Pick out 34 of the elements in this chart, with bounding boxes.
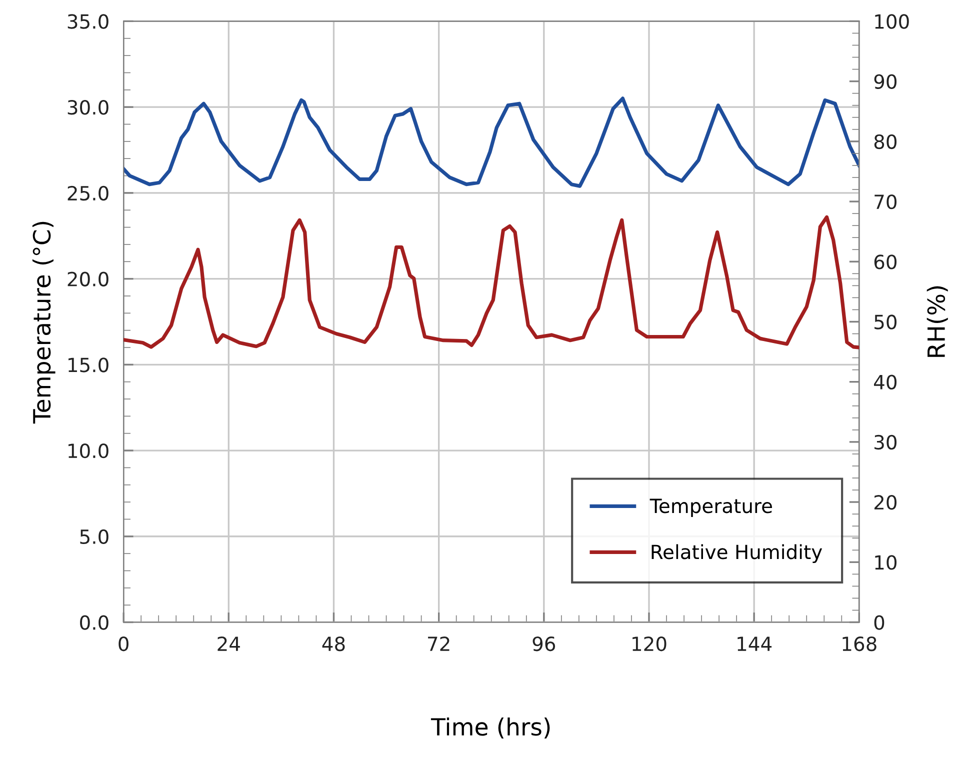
y-tick-label: 25.0 bbox=[68, 186, 108, 201]
x-tick-label: 120 bbox=[632, 636, 666, 652]
y-axis-title: Temperature (°C) bbox=[32, 222, 56, 424]
y2-tick-label: 10 bbox=[875, 555, 896, 570]
y2-tick-label: 0 bbox=[874, 615, 884, 630]
y2-tick-label: 20 bbox=[874, 495, 896, 510]
x-tick-label: 48 bbox=[322, 636, 345, 652]
x-tick-label: 24 bbox=[218, 636, 240, 651]
x-tick-label: 168 bbox=[842, 636, 876, 652]
y2-tick-label: 90 bbox=[874, 74, 896, 89]
x-tick-label: 96 bbox=[532, 636, 556, 652]
y2-tick-label: 60 bbox=[874, 254, 896, 270]
y2-tick-label: 40 bbox=[874, 374, 896, 390]
y-tick-label: 0.0 bbox=[80, 615, 108, 630]
y2-tick-label: 50 bbox=[874, 314, 896, 330]
y2-tick-label: 30 bbox=[874, 434, 896, 450]
x-axis-title: Time (hrs) bbox=[430, 717, 550, 739]
y2-tick-label: 80 bbox=[874, 134, 896, 150]
line-series bbox=[124, 215, 860, 350]
y2-axis-title: RH(%) bbox=[926, 286, 948, 357]
y2-tick-label: 70 bbox=[874, 194, 896, 210]
y2-tick-label: 100 bbox=[875, 14, 909, 29]
legend-label: Temperature bbox=[650, 498, 772, 517]
y-tick-label: 30.0 bbox=[68, 100, 108, 115]
y-tick-label: 35.0 bbox=[68, 14, 108, 29]
y-tick-label: 5.0 bbox=[80, 529, 108, 544]
line-series bbox=[124, 96, 860, 188]
x-tick-label: 72 bbox=[428, 636, 450, 651]
y-tick-label: 15.0 bbox=[68, 358, 108, 372]
x-tick-label: 144 bbox=[738, 636, 772, 651]
y-tick-label: 10.0 bbox=[68, 443, 108, 458]
y-tick-label: 20.0 bbox=[68, 272, 108, 286]
legend-label: Relative Humidity bbox=[652, 544, 822, 564]
x-tick-label: 0 bbox=[118, 636, 128, 652]
